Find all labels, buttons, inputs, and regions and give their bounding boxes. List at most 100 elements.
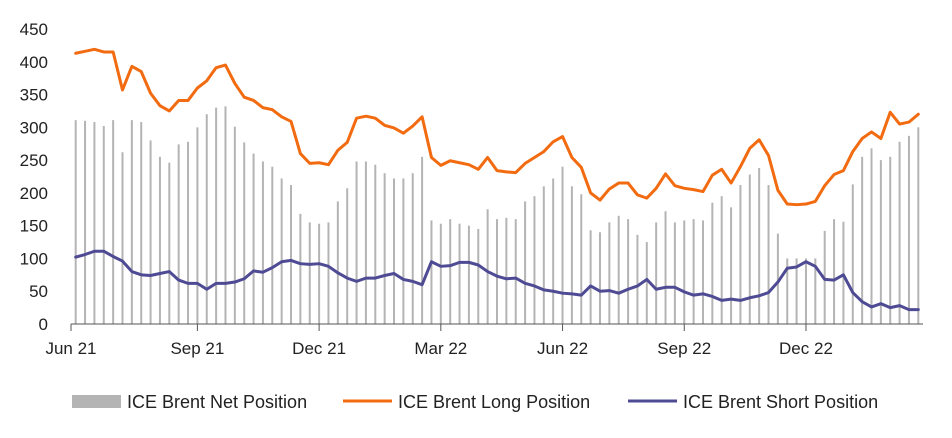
- net-position-bar: [140, 122, 143, 324]
- y-tick-label: 100: [20, 249, 48, 268]
- net-position-bar: [524, 201, 527, 324]
- net-position-bar: [683, 220, 686, 324]
- legend-item-net: ICE Brent Net Position: [72, 392, 307, 412]
- legend-label: ICE Brent Short Position: [683, 392, 878, 412]
- net-position-bar: [430, 220, 433, 324]
- net-position-bar: [552, 178, 555, 324]
- net-position-bar: [112, 120, 115, 325]
- net-position-bar: [346, 188, 349, 324]
- net-position-bar: [449, 219, 452, 324]
- y-tick-label: 150: [20, 217, 48, 236]
- net-position-bar: [486, 209, 489, 324]
- net-position-bar: [505, 217, 508, 324]
- net-position-bar: [318, 223, 321, 324]
- net-position-bar: [917, 127, 920, 324]
- net-position-bar: [84, 120, 87, 324]
- net-position-bar: [589, 230, 592, 324]
- net-position-bar: [636, 234, 639, 324]
- y-tick-label: 400: [20, 53, 48, 72]
- legend-item-short: ICE Brent Short Position: [628, 392, 878, 412]
- net-position-bar: [467, 225, 470, 324]
- net-position-bar: [74, 120, 77, 325]
- net-position-bar: [570, 186, 573, 324]
- net-position-bar: [711, 202, 714, 324]
- net-position-bar: [102, 126, 105, 325]
- net-position-bar: [477, 228, 480, 324]
- net-position-bar: [196, 127, 199, 324]
- net-position-bar: [168, 162, 171, 324]
- net-position-bar: [767, 185, 770, 324]
- net-position-bar: [336, 201, 339, 324]
- short-position-line: [74, 249, 920, 312]
- y-tick-label: 250: [20, 151, 48, 170]
- net-position-bar: [580, 194, 583, 324]
- net-position-bar: [261, 161, 264, 324]
- net-position-bar: [252, 153, 255, 324]
- legend-label: ICE Brent Long Position: [398, 392, 590, 412]
- y-tick-label: 200: [20, 184, 48, 203]
- net-position-bar: [327, 222, 330, 324]
- net-position-bar: [308, 222, 311, 324]
- legend-swatch-net: [72, 395, 121, 408]
- net-position-bar: [598, 232, 601, 324]
- net-position-bar: [299, 213, 302, 324]
- net-position-bar: [205, 114, 208, 324]
- net-position-bar: [177, 144, 180, 324]
- net-position-bar: [795, 258, 798, 324]
- net-position-bar: [374, 164, 377, 324]
- net-position-bar: [889, 156, 892, 324]
- net-position-bar: [870, 148, 873, 324]
- net-position-bar: [701, 220, 704, 324]
- x-tick-label: Jun 22: [537, 339, 588, 358]
- net-position-bar: [776, 233, 779, 324]
- net-position-bar: [411, 173, 414, 324]
- net-position-bar: [673, 222, 676, 324]
- net-position-bar: [804, 258, 807, 324]
- net-position-bar: [739, 185, 742, 324]
- net-position-bar: [383, 173, 386, 324]
- net-position-bar: [542, 186, 545, 324]
- x-tick-label: Sep 21: [170, 339, 224, 358]
- net-position-bar: [364, 161, 367, 324]
- legend: ICE Brent Net Position ICE Brent Long Pos…: [72, 392, 878, 412]
- y-tick-label: 450: [20, 20, 48, 39]
- long-position-line: [74, 47, 920, 207]
- net-position-bar: [121, 152, 124, 324]
- legend-label: ICE Brent Net Position: [127, 392, 307, 412]
- axes: 0 50 100 150 200 250 300 350 400 450 Jun 21 Sep 21 D…: [20, 20, 923, 358]
- y-tick-label: 300: [20, 118, 48, 137]
- net-position-bar: [149, 140, 152, 324]
- y-tick-label: 0: [39, 315, 48, 334]
- net-position-bar: [158, 156, 161, 324]
- net-position-bar: [514, 219, 517, 324]
- net-position-bar: [533, 196, 536, 324]
- net-position-bar: [439, 223, 442, 324]
- net-position-bar: [748, 174, 751, 324]
- net-position-bar: [130, 120, 133, 325]
- net-position-bar: [458, 223, 461, 324]
- net-position-bar: [402, 178, 405, 324]
- net-position-bar: [692, 219, 695, 324]
- position-lines: [74, 47, 920, 312]
- net-position-bar: [833, 219, 836, 324]
- net-position-bar: [233, 126, 236, 325]
- net-position-bar: [627, 219, 630, 324]
- net-position-bar: [786, 258, 789, 324]
- net-position-bar: [664, 211, 667, 324]
- net-position-bars: [74, 106, 920, 325]
- net-position-bar: [814, 258, 817, 324]
- net-position-bar: [280, 178, 283, 324]
- net-position-bar: [271, 166, 274, 324]
- y-tick-label: 50: [29, 282, 48, 301]
- net-position-bar: [655, 222, 658, 324]
- net-position-bar: [898, 141, 901, 324]
- net-position-bar: [421, 156, 424, 324]
- net-position-bar: [355, 161, 358, 324]
- net-position-bar: [645, 242, 648, 324]
- net-position-bar: [290, 185, 293, 324]
- net-position-bar: [215, 107, 218, 324]
- net-position-bar: [758, 167, 761, 324]
- net-position-bar: [720, 196, 723, 324]
- net-position-bar: [561, 166, 564, 324]
- net-position-bar: [907, 135, 910, 324]
